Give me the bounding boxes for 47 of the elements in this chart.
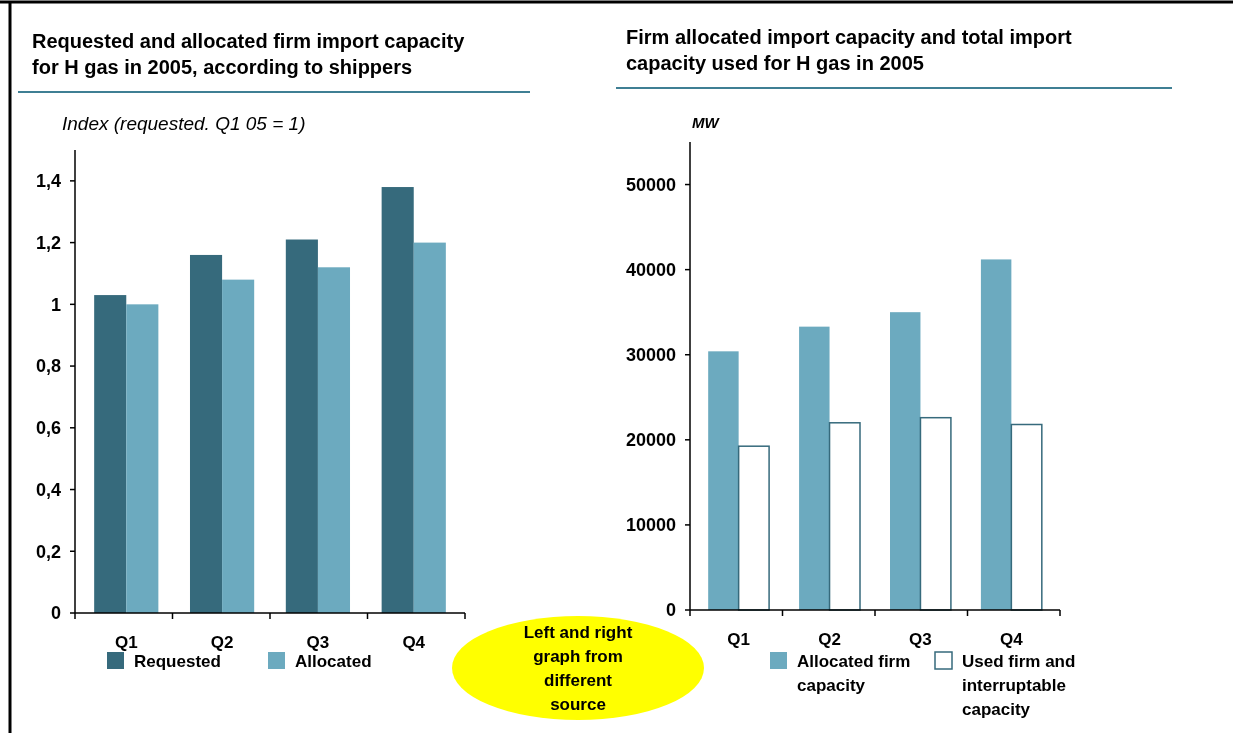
bar — [828, 422, 861, 611]
bar — [381, 187, 414, 613]
x-tick-label: Q1 — [727, 630, 750, 649]
y-tick-label: 1,2 — [35, 232, 61, 253]
chart-title: Requested and allocated firm import capacity for H gas in 2005, according to shippers — [32, 30, 466, 78]
bar — [799, 326, 830, 610]
bar — [890, 312, 921, 610]
bar — [317, 267, 351, 613]
y-tick-label: 0 — [50, 603, 61, 624]
y-axis-title: MW — [692, 114, 721, 131]
legend-label: Used firm and interruptable capacity — [962, 652, 1076, 719]
legend-label: Allocated firm capacity — [797, 652, 911, 695]
legend-label: Allocated — [295, 652, 372, 671]
chart-title: Firm allocated import capacity and total import capacity used for H gas in 2005 — [626, 26, 1072, 74]
y-tick-label: 10000 — [625, 515, 676, 536]
x-tick-label: Q3 — [909, 630, 932, 649]
legend-label: Requested — [134, 652, 221, 671]
y-tick-label: 0,6 — [35, 418, 61, 439]
y-tick-label: 0,2 — [35, 541, 61, 562]
bar — [189, 254, 223, 613]
bar — [737, 445, 770, 611]
y-axis-title: Index (requested. Q1 05 = 1) — [62, 113, 306, 134]
bar — [708, 351, 739, 610]
bar — [919, 416, 952, 611]
bar — [222, 279, 255, 613]
y-tick-label: 0 — [665, 600, 676, 621]
x-tick-label: Q2 — [210, 633, 234, 652]
bar — [285, 239, 318, 613]
y-tick-label: 30000 — [625, 345, 676, 366]
bar — [980, 259, 1012, 610]
y-tick-label: 20000 — [625, 430, 676, 451]
y-tick-label: 50000 — [625, 174, 676, 195]
x-tick-label: Q1 — [114, 633, 138, 652]
y-tick-label: 0,8 — [35, 356, 61, 377]
bar — [94, 295, 127, 613]
bar — [126, 304, 159, 613]
y-tick-label: 1,4 — [35, 171, 61, 192]
x-tick-label: Q3 — [306, 633, 330, 652]
y-tick-label: 40000 — [625, 259, 676, 280]
x-tick-label: Q4 — [402, 633, 426, 652]
x-tick-label: Q4 — [1000, 630, 1024, 649]
y-tick-label: 1 — [50, 294, 61, 315]
text: Left and right graph from different source — [523, 622, 633, 714]
bar — [1010, 423, 1043, 611]
bar — [413, 242, 446, 613]
y-tick-label: 0,4 — [35, 479, 61, 500]
x-tick-label: Q2 — [818, 630, 841, 649]
